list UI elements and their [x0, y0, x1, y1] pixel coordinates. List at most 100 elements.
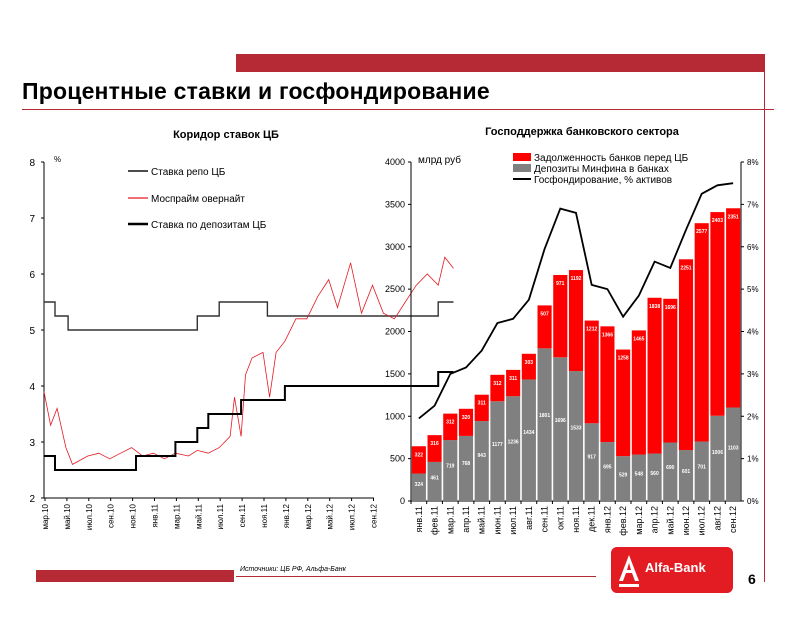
y-tick-label: 1000 — [385, 411, 405, 421]
footer-accent-bar — [36, 570, 234, 582]
side-divider — [764, 54, 765, 582]
bar-deposits — [411, 473, 426, 501]
chart-title: Господдержка банковского сектора — [485, 126, 680, 138]
bar-debt-label: 1366 — [602, 332, 613, 338]
bar-deposits — [553, 357, 568, 501]
bar-deposits — [443, 440, 458, 501]
page-title: Процентные ставки и госфондирование — [22, 78, 490, 104]
bar-debt-label: 320 — [462, 415, 471, 421]
bar-deposits-label: 1696 — [555, 418, 566, 424]
bar-debt-label: 1192 — [571, 276, 582, 282]
bar-debt-label: 1258 — [618, 356, 629, 362]
y2-tick-label: 2% — [747, 412, 759, 421]
y-tick-label: 0 — [400, 496, 405, 506]
unit-label: % — [54, 155, 61, 164]
x-tick-label: сен.12 — [370, 503, 379, 528]
y-tick-label: 4000 — [385, 157, 405, 167]
bar-deposits-label: 1801 — [539, 413, 550, 419]
y-tick-label: 3000 — [385, 242, 405, 252]
page-number: 6 — [748, 571, 756, 587]
bar-debt — [600, 326, 615, 443]
x-tick-label: июл.12 — [348, 503, 357, 530]
y2-tick-label: 7% — [747, 200, 759, 209]
x-tick-label: июн.11 — [492, 506, 502, 535]
bar-debt-label: 2403 — [712, 218, 723, 224]
footer-divider — [236, 576, 596, 577]
bar-debt — [647, 297, 662, 454]
bar-deposits-label: 1236 — [508, 439, 519, 445]
bar-debt-label: 2251 — [680, 265, 691, 271]
bar-deposits — [663, 442, 678, 501]
bar-deposits-label: 695 — [603, 465, 612, 471]
x-tick-label: апр.12 — [650, 506, 660, 533]
x-tick-label: мар.12 — [634, 506, 644, 535]
legend-label: Моспрайм овернайт — [151, 194, 245, 205]
bar-debt-label: 312 — [493, 381, 502, 387]
bar-debt — [584, 320, 599, 424]
bar-deposits — [631, 454, 646, 501]
bar-debt-label: 1465 — [633, 336, 644, 342]
x-tick-label: авг.12 — [712, 506, 722, 530]
bar-deposits — [427, 461, 442, 501]
bar-debt-label: 1212 — [586, 327, 597, 333]
bar-deposits — [458, 435, 474, 501]
y-tick-label: 2500 — [385, 284, 405, 294]
bar-debt-label: 1838 — [649, 304, 660, 310]
x-tick-label: окт.11 — [555, 506, 565, 530]
bar-debt-label: 507 — [540, 311, 549, 317]
bar-deposits — [600, 442, 615, 501]
x-tick-label: июл.12 — [697, 506, 707, 535]
x-tick-label: мар.12 — [304, 503, 313, 529]
x-tick-label: ноя.10 — [129, 503, 138, 528]
bar-deposits — [694, 441, 709, 501]
y-tick-label: 2 — [29, 494, 35, 505]
bar-debt — [474, 394, 489, 422]
x-tick-label: янв.11 — [151, 503, 160, 527]
x-tick-label: сен.11 — [238, 503, 247, 527]
x-tick-label: авг.11 — [524, 506, 534, 530]
y-tick-label: 3500 — [385, 199, 405, 209]
bar-debt — [458, 408, 474, 436]
x-tick-label: янв.12 — [282, 503, 291, 528]
y2-tick-label: 3% — [747, 370, 759, 379]
y-tick-label: 1500 — [385, 369, 405, 379]
bar-deposits — [474, 421, 489, 501]
source-note: Источники: ЦБ РФ, Альфа-Банк — [240, 566, 346, 573]
bar-deposits — [678, 450, 694, 501]
series-line-0 — [44, 301, 454, 331]
bar-deposits — [521, 379, 536, 501]
bar-debt — [427, 435, 442, 462]
bar-deposits-label: 917 — [588, 454, 597, 460]
x-tick-label: май.10 — [63, 503, 72, 529]
bar-deposits — [568, 371, 584, 501]
logo-text: Alfa-Bank — [645, 560, 706, 575]
bar-debt — [663, 298, 678, 443]
bar-deposits-label: 1533 — [570, 426, 581, 432]
x-tick-label: сен.11 — [540, 506, 550, 532]
x-tick-label: фев.11 — [430, 506, 440, 535]
x-tick-label: июл.10 — [85, 503, 94, 530]
y-tick-label: 8 — [29, 158, 35, 169]
x-tick-label: ноя.11 — [571, 506, 581, 533]
x-tick-label: май.11 — [477, 506, 487, 534]
bar-debt-label: 2577 — [696, 229, 707, 235]
x-tick-label: сен.10 — [107, 503, 116, 528]
bar-deposits — [584, 423, 599, 501]
bar-debt — [411, 446, 426, 474]
y-tick-label: 4 — [29, 382, 35, 393]
y-tick-label: 500 — [390, 454, 405, 464]
y-tick-label: 3 — [29, 438, 35, 449]
bar-deposits-label: 324 — [415, 482, 424, 488]
legend-label: Госфондирование, % активов — [534, 174, 672, 186]
bar-deposits-label: 560 — [650, 471, 659, 477]
bar-deposits-label: 529 — [619, 472, 628, 478]
bar-debt — [490, 374, 505, 402]
bar-debt-label: 312 — [446, 420, 455, 426]
y2-tick-label: 4% — [747, 328, 759, 337]
bar-deposits-label: 1434 — [523, 430, 534, 436]
bar-debt — [726, 208, 741, 408]
bar-debt — [553, 274, 568, 358]
x-tick-label: июл.11 — [216, 503, 225, 529]
y2-tick-label: 1% — [747, 455, 759, 464]
legend-label: Депозиты Минфина в банках — [534, 163, 669, 175]
